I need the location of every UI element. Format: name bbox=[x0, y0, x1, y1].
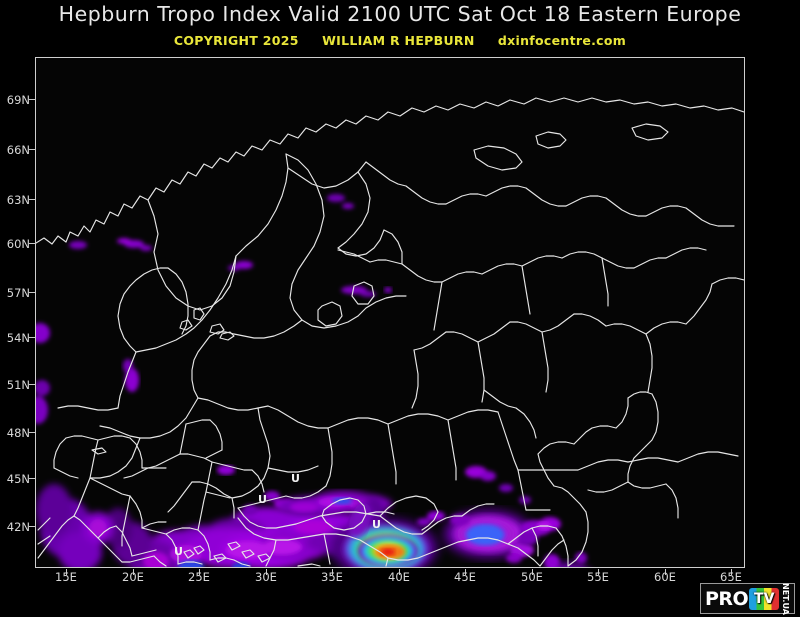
lon-label-20e: 20E bbox=[122, 570, 144, 584]
lon-label-40e: 40E bbox=[388, 570, 410, 584]
lat-tick-54n bbox=[29, 337, 35, 338]
tropo-core-aegean-south bbox=[232, 562, 250, 567]
tropo-core-albania bbox=[178, 560, 204, 567]
lat-tick-45n bbox=[29, 478, 35, 479]
lat-label-63n: 63N bbox=[6, 193, 30, 207]
tropo-patch-romania bbox=[217, 465, 235, 475]
tropo-patch-central-russia bbox=[384, 287, 392, 293]
lat-tick-63n bbox=[29, 199, 35, 200]
logo-tv-text: TV bbox=[754, 590, 775, 607]
logo-net-text: NET.UA bbox=[781, 582, 791, 615]
lat-label-54n: 54N bbox=[6, 331, 30, 345]
lat-label-69n: 69N bbox=[6, 93, 30, 107]
station-markers: U U U U bbox=[174, 472, 381, 558]
lat-label-60n: 60N bbox=[6, 237, 30, 251]
tropo-patches-poland bbox=[123, 359, 139, 392]
coastline-layer bbox=[36, 97, 744, 567]
lon-tick-50e bbox=[532, 569, 533, 575]
lat-tick-42n bbox=[29, 526, 35, 527]
tropo-patches-west-edge bbox=[36, 241, 87, 424]
lat-label-42n: 42N bbox=[6, 520, 30, 534]
lon-tick-45e bbox=[465, 569, 466, 575]
lat-tick-66n bbox=[29, 149, 35, 150]
website-text: dxinfocentre.com bbox=[497, 33, 627, 48]
tropo-core-crimea-blue bbox=[332, 497, 352, 505]
lat-label-51n: 51N bbox=[6, 378, 30, 392]
station-marker-u-4: U bbox=[291, 472, 300, 485]
lon-label-50e: 50E bbox=[521, 570, 543, 584]
lon-label-55e: 55E bbox=[587, 570, 609, 584]
station-marker-u-3: U bbox=[372, 518, 381, 531]
tropo-region-adriatic bbox=[36, 484, 114, 567]
tropo-patch-azov-north bbox=[417, 511, 445, 526]
lat-tick-69n bbox=[29, 99, 35, 100]
lon-tick-20e bbox=[133, 569, 134, 575]
lon-tick-25e bbox=[199, 569, 200, 575]
lon-label-15e: 15E bbox=[55, 570, 77, 584]
lon-label-60e: 60E bbox=[654, 570, 676, 584]
lon-tick-55e bbox=[598, 569, 599, 575]
tropo-tail-azov bbox=[450, 514, 534, 563]
map-background bbox=[36, 58, 744, 567]
lat-tick-60n bbox=[29, 243, 35, 244]
lon-tick-65e bbox=[731, 569, 732, 575]
lon-tick-15e bbox=[66, 569, 67, 575]
lat-label-48n: 48N bbox=[6, 426, 30, 440]
lat-label-57n: 57N bbox=[6, 286, 30, 300]
tropo-map-canvas[interactable]: U U U U bbox=[36, 58, 744, 567]
tropo-region-caucasus bbox=[518, 517, 561, 545]
lat-tick-48n bbox=[29, 432, 35, 433]
tropo-core-adriatic bbox=[89, 519, 107, 537]
tropo-patches-baltic bbox=[117, 194, 376, 297]
protv-logo[interactable]: PRO TV NET.UA bbox=[700, 583, 795, 614]
page-title: Hepburn Tropo Index Valid 2100 UTC Sat O… bbox=[58, 2, 742, 26]
tropo-map-panel[interactable]: U U U U bbox=[35, 57, 745, 568]
lon-tick-35e bbox=[332, 569, 333, 575]
lon-tick-60e bbox=[665, 569, 666, 575]
tv-screen-icon: TV bbox=[749, 587, 780, 610]
lon-label-30e: 30E bbox=[255, 570, 277, 584]
tropo-patches-caspian-coast bbox=[544, 552, 587, 567]
author-text: WILLIAM R HEPBURN bbox=[322, 33, 475, 48]
tropo-patches-volga bbox=[465, 466, 531, 504]
lon-label-25e: 25E bbox=[188, 570, 210, 584]
lon-label-65e: 65E bbox=[720, 570, 742, 584]
lat-label-66n: 66N bbox=[6, 143, 30, 157]
lon-label-35e: 35E bbox=[321, 570, 343, 584]
station-marker-u-1: U bbox=[258, 493, 267, 506]
lon-label-45e: 45E bbox=[454, 570, 476, 584]
tropo-hotspot-black-sea bbox=[330, 497, 438, 567]
lat-label-45n: 45N bbox=[6, 472, 30, 486]
station-marker-u-2: U bbox=[174, 545, 183, 558]
copyright-line: COPYRIGHT 2025 WILLIAM R HEPBURN dxinfoc… bbox=[0, 33, 800, 48]
lat-tick-57n bbox=[29, 292, 35, 293]
lat-tick-51n bbox=[29, 384, 35, 385]
lon-tick-30e bbox=[266, 569, 267, 575]
copyright-text: COPYRIGHT 2025 bbox=[173, 33, 299, 48]
lon-tick-40e bbox=[399, 569, 400, 575]
logo-pro-text: PRO bbox=[705, 587, 749, 610]
